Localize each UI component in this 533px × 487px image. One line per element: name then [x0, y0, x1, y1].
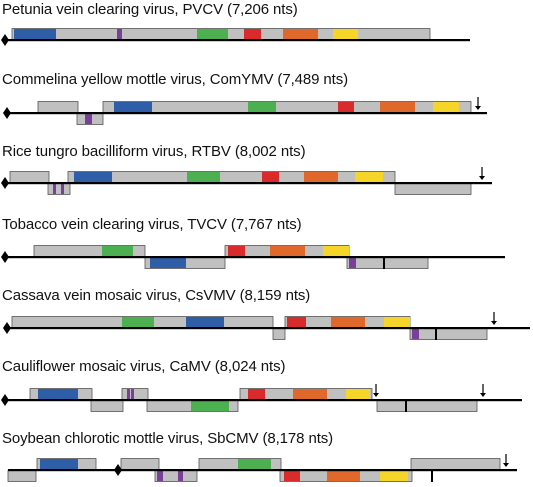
start-diamond: [1, 251, 9, 263]
start-diamond: [1, 177, 9, 189]
orf-box: [7, 470, 37, 482]
domain-green: [248, 102, 276, 112]
orf-box: [409, 328, 488, 340]
orf-box: [410, 458, 501, 470]
genome-title-camv: Cauliflower mosaic virus, CaMV (8,024 nt…: [2, 358, 286, 375]
boundary-tick: [405, 400, 407, 412]
domain-purple: [85, 114, 92, 124]
genome-title-comymv: Commelina yellow mottle virus, ComYMV (7…: [2, 71, 349, 88]
domain-red: [338, 102, 354, 112]
domain-yellow: [355, 172, 383, 182]
genome-title-csvmv: Cassava vein mosaic virus, CsVMV (8,159 …: [2, 287, 311, 304]
arrow-head: [480, 393, 486, 397]
domain-red: [228, 246, 245, 256]
domain-blue: [40, 459, 78, 469]
boundary-tick: [383, 257, 385, 269]
orf-box: [102, 101, 472, 113]
arrow-head: [479, 176, 485, 180]
domain-orange: [270, 246, 305, 256]
domain-purple: [157, 471, 163, 481]
genome-line: [8, 399, 522, 402]
domain-blue: [38, 389, 78, 399]
domain-blue: [186, 317, 224, 327]
start-diamond: [114, 464, 122, 476]
domain-purple: [127, 389, 130, 399]
domain-purple: [61, 184, 64, 194]
orf-box: [376, 400, 478, 412]
domain-yellow: [433, 102, 459, 112]
orf-box: [394, 183, 472, 195]
arrow-head: [373, 393, 379, 397]
domain-green: [238, 459, 271, 469]
orf-box: [120, 458, 160, 470]
orf-box: [67, 171, 396, 183]
genome-line: [8, 112, 487, 115]
domain-blue: [74, 172, 112, 182]
genome-line: [8, 469, 517, 472]
domain-red: [284, 471, 300, 481]
domain-green: [191, 401, 229, 411]
domain-blue: [114, 102, 152, 112]
domain-purple: [178, 471, 183, 481]
domain-yellow: [323, 246, 349, 256]
genome-title-tvcv: Tobacco vein clearing virus, TVCV (7,767…: [2, 216, 302, 233]
domain-blue: [150, 258, 186, 268]
domain-yellow: [384, 317, 410, 327]
domain-yellow: [380, 471, 408, 481]
domain-orange: [283, 29, 318, 39]
genome-title-pvcv: Petunia vein clearing virus, PVCV (7,206…: [2, 1, 298, 18]
start-diamond: [3, 107, 11, 119]
orf-box: [47, 183, 71, 195]
domain-yellow: [346, 389, 370, 399]
genome-line: [8, 182, 492, 185]
domain-green: [197, 29, 228, 39]
start-diamond: [1, 34, 9, 46]
domain-red: [244, 29, 261, 39]
domain-purple: [117, 29, 122, 39]
domain-blue: [14, 29, 56, 39]
domain-orange: [304, 172, 338, 182]
domain-green: [187, 172, 220, 182]
genome-line: [8, 39, 470, 42]
domain-orange: [293, 389, 327, 399]
orf-box: [37, 101, 79, 113]
domain-purple: [349, 258, 356, 268]
domain-orange: [327, 471, 360, 481]
orf-box: [121, 388, 149, 400]
boundary-tick: [431, 470, 433, 482]
domain-purple: [53, 184, 56, 194]
domain-green: [122, 317, 154, 327]
boundary-tick: [435, 328, 437, 340]
genome-title-sbcmv: Soybean chlorotic mottle virus, SbCMV (8…: [2, 430, 334, 447]
orf-box: [9, 171, 50, 183]
genome-line: [8, 327, 530, 330]
domain-orange: [380, 102, 415, 112]
genome-line: [8, 256, 505, 259]
domain-purple: [131, 389, 134, 399]
genome-title-rtbv: Rice tungro bacilliform virus, RTBV (8,0…: [2, 143, 306, 160]
orf-box: [272, 328, 286, 340]
domain-yellow: [333, 29, 358, 39]
arrow-head: [491, 321, 497, 325]
start-diamond: [3, 322, 11, 334]
orf-box: [346, 257, 429, 269]
domain-orange: [331, 317, 365, 327]
domain-red: [262, 172, 279, 182]
domain-red: [248, 389, 265, 399]
domain-green: [102, 246, 133, 256]
start-diamond: [1, 394, 9, 406]
domain-red: [287, 317, 306, 327]
domain-purple: [412, 329, 419, 339]
orf-box: [90, 400, 124, 412]
arrow-head: [475, 106, 481, 110]
arrow-head: [503, 463, 509, 467]
